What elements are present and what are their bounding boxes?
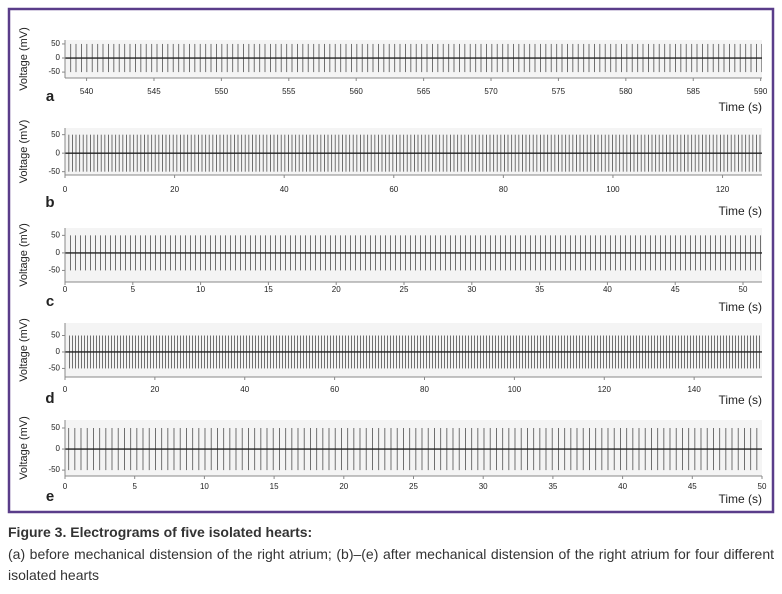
x-axis-label: Time (s) bbox=[718, 300, 762, 314]
x-tick-label: 550 bbox=[215, 87, 229, 96]
y-tick-label: 0 bbox=[56, 248, 61, 257]
y-tick-label: 50 bbox=[51, 130, 60, 139]
x-tick-label: 20 bbox=[170, 185, 179, 194]
y-tick-label: -50 bbox=[48, 167, 60, 176]
x-tick-label: 580 bbox=[619, 87, 633, 96]
x-tick-label: 60 bbox=[389, 185, 398, 194]
panel-label: c bbox=[46, 293, 54, 310]
x-tick-label: 590 bbox=[754, 87, 768, 96]
x-tick-label: 40 bbox=[618, 482, 627, 491]
y-axis-label: Voltage (mV) bbox=[18, 416, 30, 480]
y-tick-label: 50 bbox=[51, 230, 60, 239]
x-tick-label: 140 bbox=[687, 385, 701, 394]
x-tick-label: 40 bbox=[603, 285, 612, 294]
x-tick-label: 575 bbox=[552, 87, 566, 96]
figure-border bbox=[7, 7, 775, 514]
x-tick-label: 45 bbox=[671, 285, 680, 294]
x-tick-label: 0 bbox=[63, 185, 68, 194]
y-tick-label: -50 bbox=[48, 465, 60, 474]
x-tick-label: 50 bbox=[739, 285, 748, 294]
panel-label: d bbox=[45, 390, 54, 407]
x-axis-label: Time (s) bbox=[718, 100, 762, 114]
x-tick-label: 540 bbox=[80, 87, 94, 96]
x-tick-label: 565 bbox=[417, 87, 431, 96]
x-tick-label: 25 bbox=[400, 285, 409, 294]
x-tick-label: 10 bbox=[196, 285, 205, 294]
caption-text: (a) before mechanical distension of the … bbox=[8, 546, 774, 583]
y-tick-label: -50 bbox=[48, 67, 60, 76]
x-tick-label: 120 bbox=[598, 385, 612, 394]
x-tick-label: 40 bbox=[240, 385, 249, 394]
x-tick-label: 60 bbox=[330, 385, 339, 394]
y-tick-label: -50 bbox=[48, 364, 60, 373]
y-axis-label: Voltage (mV) bbox=[18, 223, 30, 287]
x-tick-label: 20 bbox=[150, 385, 159, 394]
x-tick-label: 25 bbox=[409, 482, 418, 491]
x-tick-label: 35 bbox=[535, 285, 544, 294]
x-tick-label: 5 bbox=[131, 285, 136, 294]
x-tick-label: 30 bbox=[479, 482, 488, 491]
x-tick-label: 0 bbox=[63, 482, 68, 491]
x-tick-label: 20 bbox=[332, 285, 341, 294]
y-axis-label: Voltage (mV) bbox=[18, 318, 30, 382]
x-tick-label: 560 bbox=[350, 87, 364, 96]
y-tick-label: 0 bbox=[56, 444, 61, 453]
panel-label: a bbox=[46, 88, 55, 105]
y-axis-label: Voltage (mV) bbox=[18, 27, 30, 91]
x-tick-label: 80 bbox=[420, 385, 429, 394]
x-tick-label: 45 bbox=[688, 482, 697, 491]
x-tick-label: 0 bbox=[63, 385, 68, 394]
y-tick-label: 0 bbox=[56, 148, 61, 157]
x-tick-label: 50 bbox=[758, 482, 767, 491]
x-tick-label: 40 bbox=[280, 185, 289, 194]
panel-label: e bbox=[46, 488, 54, 505]
x-tick-label: 80 bbox=[499, 185, 508, 194]
y-axis-label: Voltage (mV) bbox=[18, 120, 30, 184]
y-tick-label: 0 bbox=[56, 347, 61, 356]
x-tick-label: 100 bbox=[606, 185, 620, 194]
x-tick-label: 5 bbox=[132, 482, 137, 491]
x-tick-label: 545 bbox=[147, 87, 161, 96]
y-tick-label: 50 bbox=[51, 423, 60, 432]
x-tick-label: 120 bbox=[716, 185, 730, 194]
x-axis-label: Time (s) bbox=[718, 204, 762, 218]
y-tick-label: -50 bbox=[48, 266, 60, 275]
x-tick-label: 0 bbox=[63, 285, 68, 294]
x-axis-label: Time (s) bbox=[718, 393, 762, 407]
x-tick-label: 20 bbox=[339, 482, 348, 491]
x-tick-label: 555 bbox=[282, 87, 296, 96]
panel-label: b bbox=[45, 194, 54, 211]
x-axis-label: Time (s) bbox=[718, 492, 762, 506]
caption-title: Figure 3. Electrograms of five isolated … bbox=[8, 524, 313, 540]
y-tick-label: 50 bbox=[51, 331, 60, 340]
x-tick-label: 15 bbox=[264, 285, 273, 294]
x-tick-label: 15 bbox=[270, 482, 279, 491]
x-tick-label: 10 bbox=[200, 482, 209, 491]
x-tick-label: 35 bbox=[548, 482, 557, 491]
y-tick-label: 0 bbox=[56, 53, 61, 62]
x-tick-label: 585 bbox=[687, 87, 701, 96]
x-tick-label: 30 bbox=[467, 285, 476, 294]
x-tick-label: 100 bbox=[508, 385, 522, 394]
y-tick-label: 50 bbox=[51, 39, 60, 48]
x-tick-label: 570 bbox=[484, 87, 498, 96]
